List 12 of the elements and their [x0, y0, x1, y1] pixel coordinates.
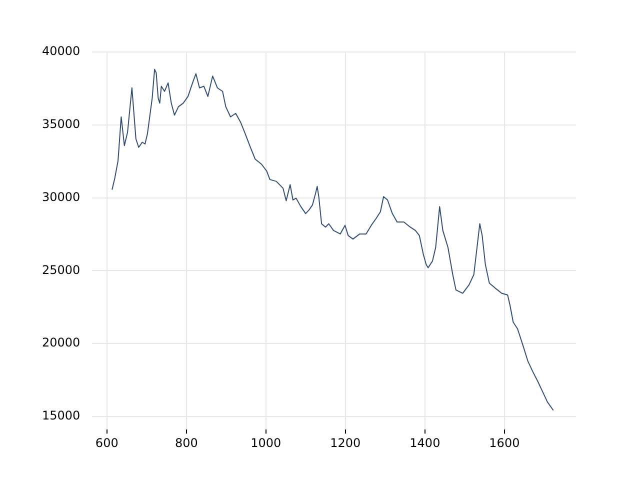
- y-tick-label: 20000: [42, 336, 80, 350]
- y-tick-label: 40000: [42, 44, 80, 58]
- y-tick-label: 30000: [42, 190, 80, 204]
- y-tick-label: 15000: [42, 408, 80, 423]
- y-tick-label: 35000: [42, 117, 80, 132]
- x-tick-label: 1200: [330, 436, 361, 450]
- x-tick-label: 1000: [250, 436, 282, 450]
- y-tick-label: 25000: [42, 262, 80, 277]
- x-tick-label: 800: [174, 436, 198, 450]
- x-tick-label: 1400: [410, 436, 440, 450]
- x-tick-label: 600: [95, 436, 118, 450]
- x-tick-label: 1600: [489, 436, 520, 450]
